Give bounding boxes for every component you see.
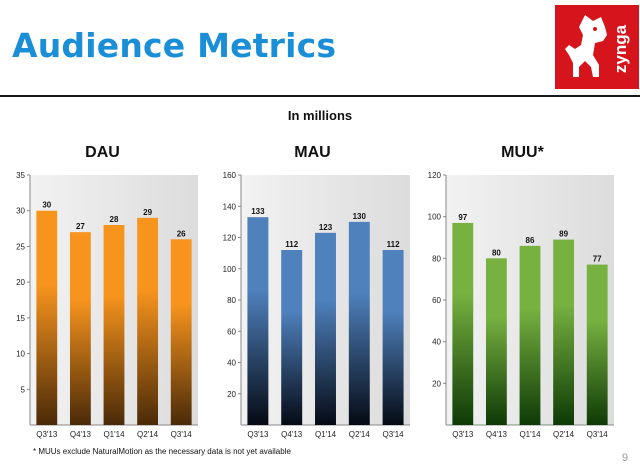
data-label: 112	[285, 240, 298, 249]
x-tick-label: Q4'13	[70, 430, 92, 439]
x-tick-label: Q3'14	[171, 430, 193, 439]
y-tick-label: 160	[223, 171, 237, 180]
y-tick-label: 10	[16, 350, 25, 359]
y-tick-label: 120	[428, 171, 442, 180]
chart-subtitle: In millions	[287, 108, 353, 123]
data-label: 29	[143, 208, 152, 217]
data-label: 27	[76, 222, 85, 231]
data-label: 89	[559, 230, 568, 239]
data-label: 26	[177, 229, 186, 238]
data-label: 97	[458, 213, 467, 222]
zynga-logo: zynga	[555, 5, 639, 89]
x-tick-label: Q2'14	[349, 430, 371, 439]
x-tick-label: Q3'14	[587, 430, 609, 439]
header-divider	[0, 95, 640, 97]
footnote: * MUUs exclude NaturalMotion as the nece…	[33, 447, 291, 456]
chart-title: DAU	[85, 144, 120, 161]
data-label: 130	[353, 212, 367, 221]
data-label: 30	[42, 201, 51, 210]
y-tick-label: 100	[428, 213, 442, 222]
y-tick-label: 40	[227, 359, 236, 368]
bar	[382, 250, 404, 425]
muu-chart-svg: 20 40 60 80 100 120 97 Q3'13 80 Q4'13 86 Q1'14 89 Q2'…	[428, 171, 614, 439]
x-tick-label: Q1'14	[103, 430, 125, 439]
bar	[137, 217, 159, 425]
bar	[247, 217, 269, 425]
dog-logo-icon: zynga	[565, 15, 630, 77]
bar	[553, 239, 575, 425]
y-tick-label: 100	[223, 265, 237, 274]
data-label: 86	[526, 236, 535, 245]
data-label: 77	[593, 255, 602, 264]
x-tick-label: Q3'13	[247, 430, 269, 439]
mau-chart: MAU 20 40 60 80 100 120 140 160 133 Q3'13 112 Q4'13…	[210, 140, 415, 455]
y-tick-label: 20	[227, 390, 236, 399]
x-tick-label: Q3'13	[452, 430, 474, 439]
bar	[69, 232, 91, 425]
x-tick-label: Q1'14	[315, 430, 337, 439]
bar	[452, 222, 474, 425]
page-title: Audience Metrics	[12, 26, 337, 65]
y-tick-label: 20	[432, 379, 441, 388]
muu-chart: MUU* 20 40 60 80 100 120 97 Q3'13 80 Q4'13 86 Q1'14…	[420, 140, 625, 455]
data-label: 123	[319, 223, 333, 232]
bar	[170, 239, 192, 425]
mau-chart-svg: 20 40 60 80 100 120 140 160 133 Q3'13 112 Q4'13 123 Q…	[223, 171, 410, 439]
x-tick-label: Q3'13	[36, 430, 58, 439]
x-tick-label: Q2'14	[137, 430, 159, 439]
dau-chart: DAU 5 10 15 20 25 30 35 30 Q3'13 27 Q4'13 28 Q1'14 29…	[0, 140, 205, 455]
y-tick-label: 5	[21, 385, 26, 394]
data-label: 133	[251, 207, 265, 216]
page-number: 9	[622, 452, 629, 464]
bar	[519, 245, 541, 425]
chart-title: MUU*	[501, 144, 544, 161]
y-tick-label: 40	[432, 338, 441, 347]
y-tick-label: 30	[16, 207, 25, 216]
y-tick-label: 60	[227, 327, 236, 336]
bar	[281, 250, 303, 425]
bar	[315, 232, 336, 425]
y-tick-label: 35	[16, 171, 25, 180]
chart-title: MAU	[294, 144, 331, 161]
y-tick-label: 20	[16, 278, 25, 287]
bar	[348, 221, 370, 425]
bar	[36, 210, 58, 425]
data-label: 28	[110, 215, 119, 224]
bar	[586, 264, 608, 425]
data-label: 80	[492, 248, 501, 257]
x-tick-label: Q2'14	[553, 430, 575, 439]
svg-text:zynga: zynga	[611, 24, 630, 73]
y-tick-label: 80	[227, 296, 236, 305]
y-tick-label: 15	[16, 314, 25, 323]
y-tick-label: 60	[432, 296, 441, 305]
x-tick-label: Q4'13	[486, 430, 508, 439]
x-tick-label: Q3'14	[383, 430, 405, 439]
x-tick-label: Q4'13	[281, 430, 303, 439]
bar	[103, 225, 125, 425]
data-label: 112	[387, 240, 400, 249]
y-tick-label: 120	[223, 234, 237, 243]
y-tick-label: 80	[432, 254, 441, 263]
y-tick-label: 140	[223, 202, 237, 211]
dau-chart-svg: 5 10 15 20 25 30 35 30 Q3'13 27 Q4'13 28 Q1'14 29 Q2'1…	[16, 171, 198, 439]
x-tick-label: Q1'14	[519, 430, 541, 439]
bar	[485, 258, 507, 425]
y-tick-label: 25	[16, 242, 25, 251]
